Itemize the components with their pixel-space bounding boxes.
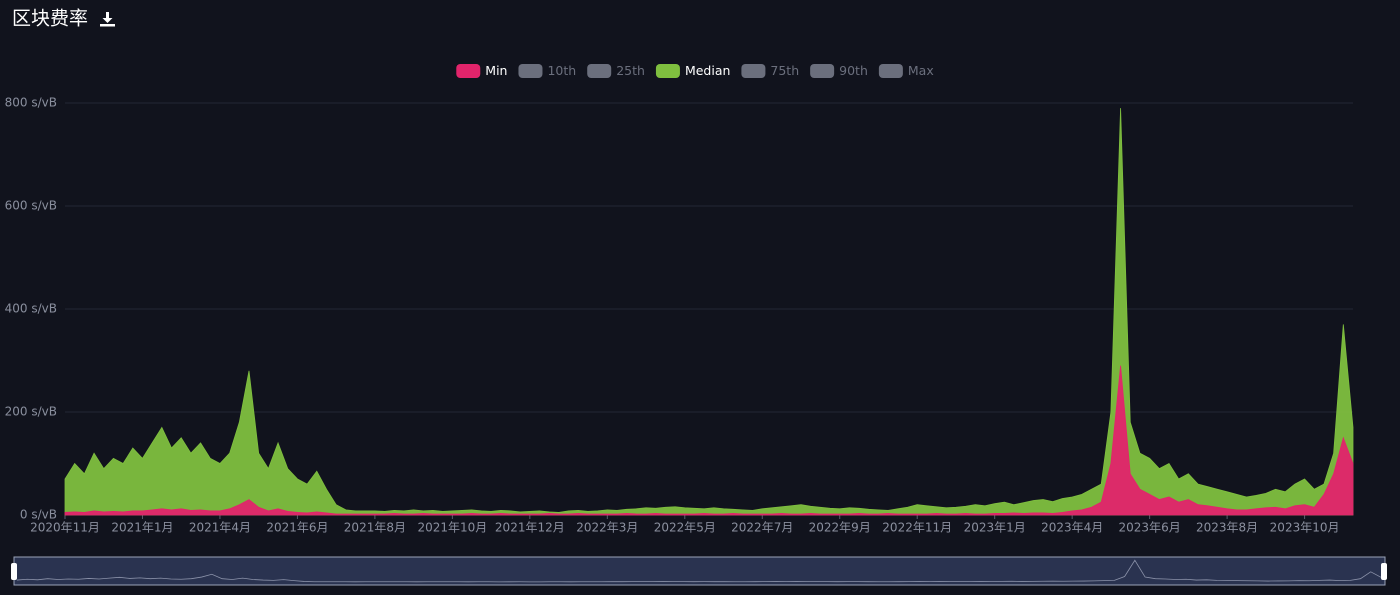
legend-label: Median [685, 63, 730, 78]
legend-label: Max [908, 63, 934, 78]
y-tick-label: 400 s/vB [5, 302, 57, 316]
legend-item[interactable]: 25th [587, 63, 645, 78]
legend-item[interactable]: 10th [518, 63, 576, 78]
legend-label: Min [485, 63, 507, 78]
x-tick-label: 2020年11月 [30, 521, 100, 535]
legend-item[interactable]: Max [878, 63, 934, 78]
zoom-slider[interactable] [13, 556, 1386, 586]
legend-swatch [518, 64, 543, 78]
legend-label: 75th [770, 63, 799, 78]
area [64, 108, 1354, 516]
x-tick-label: 2022年9月 [809, 521, 871, 535]
x-tick-label: 2022年7月 [731, 521, 793, 535]
legend-swatch [810, 64, 835, 78]
legend-label: 25th [616, 63, 645, 78]
zoom-preview-line [16, 559, 1382, 583]
x-tick-label: 2021年8月 [344, 521, 406, 535]
x-tick-label: 2023年6月 [1119, 521, 1181, 535]
legend-item[interactable]: Min [456, 63, 507, 78]
y-tick-label: 800 s/vB [5, 96, 57, 110]
y-tick-label: 200 s/vB [5, 405, 57, 419]
legend-swatch [655, 64, 680, 78]
legend-label: 10th [547, 63, 576, 78]
x-tick-label: 2021年12月 [495, 521, 565, 535]
x-tick-label: 2023年10月 [1270, 521, 1340, 535]
area [64, 365, 1354, 516]
y-tick-label: 600 s/vB [5, 199, 57, 213]
legend: Min 10th 25th Median 75th 90th Max [456, 63, 934, 78]
x-tick-label: 2023年8月 [1196, 521, 1258, 535]
icon-part [100, 24, 115, 27]
legend-swatch [587, 64, 612, 78]
legend-item[interactable]: 90th [810, 63, 868, 78]
x-tick-label: 2021年10月 [417, 521, 487, 535]
download-icon[interactable] [100, 12, 115, 27]
x-tick-label: 2021年1月 [111, 521, 173, 535]
zoom-handle[interactable] [11, 563, 17, 580]
legend-label: 90th [839, 63, 868, 78]
chart-title: 区块费率 [12, 8, 88, 30]
legend-swatch [878, 64, 903, 78]
x-tick-label: 2023年1月 [964, 521, 1026, 535]
icon-part [106, 12, 109, 20]
zoom-handle[interactable] [1381, 563, 1387, 580]
x-tick-label: 2022年3月 [576, 521, 638, 535]
legend-swatch [456, 64, 481, 78]
x-tick-label: 2022年5月 [654, 521, 716, 535]
y-tick-label: 0 s/vB [20, 508, 57, 522]
legend-item[interactable]: Median [655, 63, 730, 78]
icon-part [102, 18, 113, 23]
x-tick-label: 2021年6月 [266, 521, 328, 535]
legend-item[interactable]: 75th [741, 63, 799, 78]
x-tick-label: 2023年4月 [1041, 521, 1103, 535]
x-tick-label: 2022年11月 [882, 521, 952, 535]
legend-swatch [741, 64, 766, 78]
x-tick-label: 2021年4月 [189, 521, 251, 535]
